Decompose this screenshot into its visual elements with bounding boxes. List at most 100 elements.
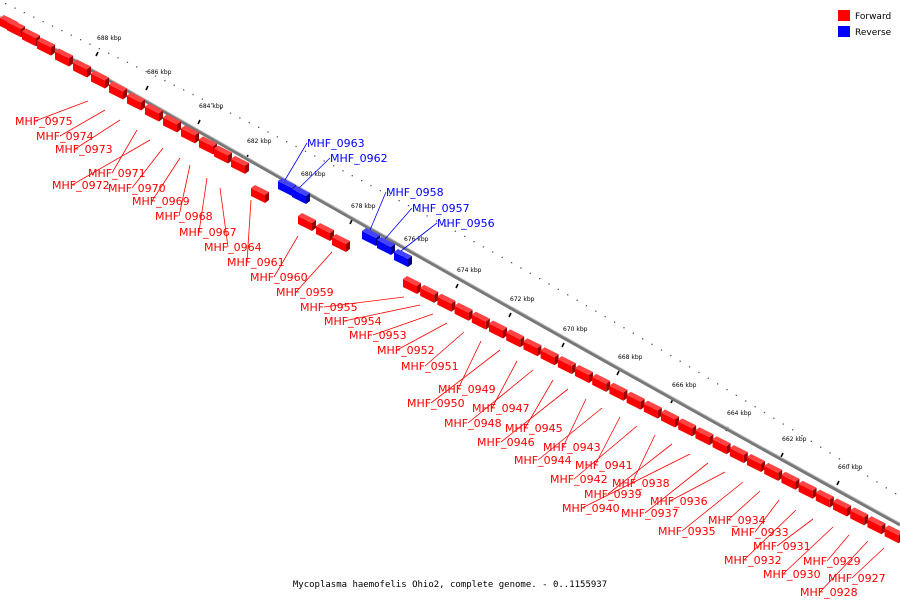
scale-dot [286,140,288,143]
gene-side [306,193,310,204]
gene-face [55,51,69,67]
gene-side [640,398,645,410]
gene-side [571,363,576,375]
scale-dot [332,165,335,167]
tick-label: 684 kbp [199,103,224,110]
gene-top [695,427,714,438]
gene-top [850,507,869,518]
gene-side [434,291,439,303]
tick-mark [95,51,99,57]
tick-label: 664 kbp [727,410,752,417]
scale-dot [323,160,325,162]
gene-side [623,389,628,401]
gene-top [163,114,181,125]
gene-side [778,469,783,481]
gene-label-forward: MHF_0927 [828,572,886,585]
gene-top [231,155,249,166]
gene-face [22,31,36,47]
gene-top [884,525,900,536]
gene-label-forward: MHF_0949 [438,383,496,396]
scale-dot [745,400,747,402]
gene-face [73,62,87,78]
scale-dot [154,75,157,77]
backbone-highlight [0,15,900,524]
gene-face [231,158,245,174]
leader-line [631,434,656,484]
gene-side [520,336,525,348]
gene-top [833,498,851,509]
forward-gene [231,155,249,174]
gene-face [729,448,744,464]
scale-dot [398,199,400,202]
gene-label-forward: MHF_0973 [55,143,113,156]
legend: Forward Reverse [838,10,892,38]
scale-dot [454,230,456,232]
scale-dot [51,25,54,27]
gene-side [87,66,91,78]
scale-dot [314,155,316,157]
gene-side [312,220,316,231]
gene-top [127,92,145,103]
tick-label: 660 kbp [838,464,863,471]
scale-dot [220,107,222,110]
gene-label-forward: MHF_0959 [276,286,334,299]
gene-side [503,327,507,339]
gene-top [575,365,593,375]
tick-mark [197,119,201,125]
scale-dot [389,194,391,197]
gene-top [362,228,380,238]
gene-side [123,88,127,100]
scale-dot [642,338,644,340]
gene-top [316,223,334,233]
scale-dot [211,103,213,105]
leader-line [151,157,181,202]
gene-face [420,287,435,303]
scale-dot [192,93,194,96]
gene-side [589,372,593,383]
gene-face [695,430,710,446]
gene-face [437,296,452,312]
leader-line [826,534,850,562]
reverse-gene [377,237,395,255]
gene-face [489,323,503,339]
scale-dot [145,70,147,73]
scale-dot [370,184,372,187]
forward-gene [540,347,559,366]
forward-gene [91,70,109,89]
leader-line [743,509,797,561]
gene-top [815,489,834,500]
scale-dot [379,189,382,192]
scale-dot [660,349,663,351]
scale-dot [136,66,138,68]
gene-label-forward: MHF_0944 [514,454,572,467]
gene-label-forward: MHF_0954 [324,315,382,328]
gene-side [105,77,109,89]
scale-dot [763,411,766,414]
leader-line [500,388,569,443]
gene-face [251,188,265,203]
gene-label-forward: MHF_0972 [52,179,110,192]
scale-dot [820,446,822,448]
gene-top [332,234,350,244]
gene-face [764,465,779,481]
forward-gene [181,125,199,144]
gene-label-forward: MHF_0940 [562,502,620,515]
leader-line [776,518,814,547]
gene-label-forward: MHF_0932 [724,554,782,567]
gene-side [692,425,697,437]
gene-face [592,376,607,392]
gene-label-forward: MHF_0968 [155,210,213,223]
tick-mark [616,370,620,376]
gene-label-forward: MHF_0950 [407,397,465,410]
gene-top [557,356,576,367]
scale-dot [707,377,709,379]
forward-gene [833,498,851,517]
tick-label: 682 kbp [247,138,272,145]
gene-top [437,293,456,304]
gene-top [489,320,507,331]
gene-face [127,95,141,111]
gene-side [709,434,714,446]
gene-label-forward: MHF_0936 [650,495,708,508]
scale-dot [14,7,16,9]
gene-top [278,178,296,188]
